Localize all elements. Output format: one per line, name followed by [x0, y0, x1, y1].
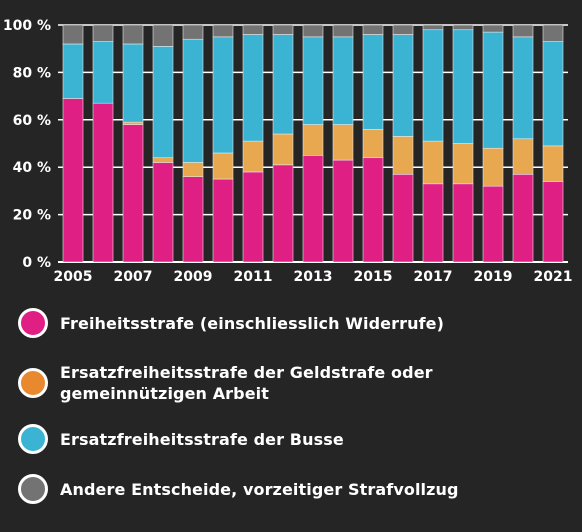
x-axis-ticks: 2005 2007 2009 2011 2013 2015 2017 2019 2021: [54, 269, 573, 285]
legend-swatch-magenta: [18, 308, 48, 338]
bar-segment-2015-s3: [362, 24, 384, 35]
x-tick-label: 2011: [234, 269, 273, 285]
y-tick-label: 20 %: [13, 208, 51, 224]
bar-segment-2016-s2: [392, 34, 414, 137]
bar-segment-2014-s0: [332, 159, 354, 263]
bar-segment-2006-s3: [92, 24, 114, 42]
bar-segment-2012-s1: [272, 133, 294, 166]
bar-segment-2019-s3: [482, 24, 504, 33]
x-tick-label: 2021: [534, 269, 573, 285]
bar-segment-2016-s0: [392, 174, 414, 263]
bar-segment-2005-s3: [62, 24, 84, 45]
bar-segment-2009-s3: [182, 24, 204, 40]
bar-segment-2010-s2: [212, 36, 234, 154]
bar-segment-2013-s0: [302, 155, 324, 263]
bar-segment-2005-s0: [62, 98, 84, 263]
bar-segment-2007-s2: [122, 43, 144, 123]
y-axis-ticks: 0 % 20 % 40 % 60 % 80 % 100 %: [3, 18, 51, 271]
bar-segment-2008-s0: [152, 162, 174, 263]
bar-segment-2020-s1: [512, 138, 534, 175]
bar-segment-2013-s2: [302, 36, 324, 125]
legend-swatch-blue: [18, 424, 48, 454]
bar-segment-2018-s2: [452, 29, 474, 144]
bar-segment-2015-s2: [362, 34, 384, 130]
bar-segment-2011-s1: [242, 140, 264, 173]
bars: [62, 24, 564, 263]
bar-segment-2015-s1: [362, 128, 384, 159]
y-tick-label: 80 %: [13, 65, 51, 81]
bar-segment-2005-s2: [62, 43, 84, 99]
bar-segment-2014-s3: [332, 24, 354, 38]
bar-segment-2020-s3: [512, 24, 534, 38]
bar-segment-2007-s3: [122, 24, 144, 45]
bar-segment-2014-s2: [332, 36, 354, 125]
y-tick-label: 0 %: [22, 255, 51, 271]
bar-segment-2010-s3: [212, 24, 234, 38]
bar-segment-2018-s0: [452, 183, 474, 263]
bar-segment-2011-s0: [242, 171, 264, 263]
bar-segment-2012-s0: [272, 164, 294, 263]
bar-segment-2011-s3: [242, 24, 264, 35]
bar-segment-2012-s3: [272, 24, 294, 35]
bar-segment-2016-s3: [392, 24, 414, 35]
bar-segment-2014-s1: [332, 124, 354, 161]
x-tick-label: 2005: [54, 269, 93, 285]
legend-item-freiheitsstrafe: Freiheitsstrafe (einschliesslich Widerru…: [18, 308, 444, 338]
bar-segment-2008-s1: [152, 157, 174, 163]
bar-segment-2019-s2: [482, 31, 504, 149]
bar-segment-2019-s0: [482, 185, 504, 263]
y-tick-label: 100 %: [3, 18, 51, 34]
bar-segment-2008-s2: [152, 46, 174, 159]
y-tick-label: 40 %: [13, 160, 51, 176]
legend-label: Freiheitsstrafe (einschliesslich Widerru…: [60, 314, 445, 333]
bar-segment-2006-s0: [92, 102, 114, 263]
legend-label: Ersatzfreiheitsstrafe der Geldstrafe ode…: [60, 363, 433, 403]
stacked-bar-chart: 0 % 20 % 40 % 60 % 80 % 100 % 2005 2007 2009 201…: [3, 18, 573, 285]
bar-segment-2018-s1: [452, 143, 474, 185]
legend-item-ersatz-busse: Ersatzfreiheitsstrafe der Busse: [18, 424, 344, 454]
bar-segment-2010-s1: [212, 152, 234, 180]
bar-segment-2013-s1: [302, 124, 324, 156]
x-tick-label: 2013: [294, 269, 333, 285]
bar-segment-2013-s3: [302, 24, 324, 38]
bar-segment-2021-s0: [542, 181, 564, 263]
bar-segment-2021-s1: [542, 145, 564, 182]
bar-segment-2020-s0: [512, 174, 534, 263]
bar-segment-2019-s1: [482, 147, 504, 187]
x-tick-label: 2007: [114, 269, 153, 285]
bar-segment-2017-s1: [422, 140, 444, 185]
bar-segment-2017-s2: [422, 29, 444, 142]
bar-segment-2017-s3: [422, 24, 444, 31]
bar-segment-2007-s1: [122, 121, 144, 125]
x-tick-label: 2015: [354, 269, 393, 285]
bar-segment-2009-s1: [182, 162, 204, 177]
x-tick-label: 2019: [474, 269, 513, 285]
bar-segment-2011-s2: [242, 34, 264, 142]
bar-segment-2015-s0: [362, 157, 384, 263]
bar-segment-2009-s2: [182, 38, 204, 163]
bar-segment-2007-s0: [122, 124, 144, 263]
bar-segment-2017-s0: [422, 183, 444, 263]
bar-segment-2006-s2: [92, 41, 114, 104]
x-tick-label: 2009: [174, 269, 213, 285]
bar-segment-2021-s3: [542, 24, 564, 42]
bar-segment-2016-s1: [392, 136, 414, 175]
legend-item-ersatz-geldstrafe: Ersatzfreiheitsstrafe der Geldstrafe ode…: [18, 362, 433, 404]
bar-segment-2010-s0: [212, 178, 234, 263]
bar-segment-2008-s3: [152, 24, 174, 47]
bar-segment-2012-s2: [272, 34, 294, 135]
bar-segment-2009-s0: [182, 176, 204, 263]
y-tick-label: 60 %: [13, 113, 51, 129]
bar-segment-2020-s2: [512, 36, 534, 140]
legend-swatch-gray: [18, 474, 48, 504]
x-tick-label: 2017: [414, 269, 453, 285]
legend-label: Ersatzfreiheitsstrafe der Busse: [60, 430, 344, 449]
legend-item-andere: Andere Entscheide, vorzeitiger Strafvoll…: [18, 474, 459, 504]
bar-segment-2018-s3: [452, 24, 474, 31]
bar-segment-2021-s2: [542, 41, 564, 147]
legend-swatch-orange: [18, 368, 48, 398]
legend-label: Andere Entscheide, vorzeitiger Strafvoll…: [60, 480, 459, 499]
